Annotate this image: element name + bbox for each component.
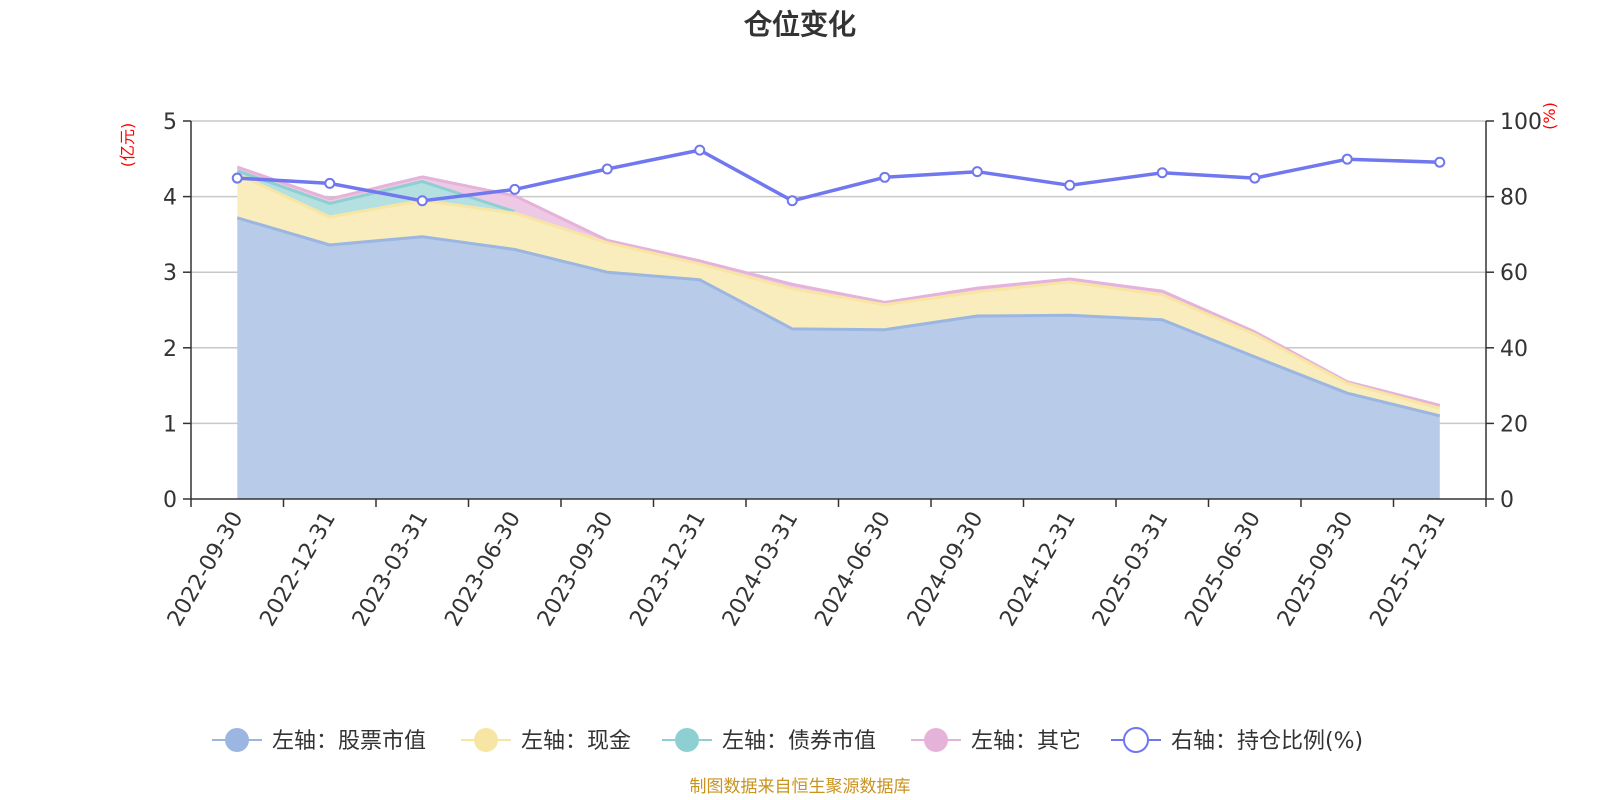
right-tick-label: 80 [1500, 186, 1528, 211]
chart-title: 仓位变化 [744, 8, 856, 41]
legend-marker-icon [1123, 727, 1149, 753]
legend-marker-icon [225, 728, 249, 752]
ratio-point [1156, 167, 1168, 179]
legend-item-other[interactable]: 左轴：其它 [911, 728, 1081, 754]
ratio-point [694, 144, 706, 156]
x-tick-label: 2024-06-30 [810, 508, 896, 631]
legend-label: 左轴：现金 [521, 729, 631, 754]
right-tick-label: 100 [1500, 110, 1542, 135]
x-tick-label: 2022-12-31 [255, 508, 341, 631]
left-tick-label: 5 [163, 110, 177, 135]
x-tick-label: 2024-03-31 [718, 508, 804, 631]
data-source-note: 制图数据来自恒生聚源数据库 [690, 777, 911, 797]
x-tick-label: 2023-12-31 [625, 508, 711, 631]
right-axis-ticks: 0 20 40 60 80 100 [1500, 110, 1542, 513]
left-axis-unit: (亿元) [118, 123, 137, 168]
ratio-point [324, 177, 336, 189]
x-axis-ticks: 2022-09-30 2022-12-31 2023-03-31 2023-06… [163, 508, 1451, 631]
stock-area [237, 217, 1440, 500]
right-tick-label: 0 [1500, 488, 1514, 513]
legend-label: 左轴：债券市值 [722, 729, 876, 754]
cash-line [236, 172, 1441, 410]
x-tick-label: 2025-03-31 [1088, 508, 1174, 631]
ratio-point [601, 163, 613, 175]
x-tick-label: 2025-09-30 [1273, 508, 1359, 631]
left-tick-label: 2 [163, 337, 177, 362]
ratio-point [971, 166, 983, 178]
left-tick-label: 3 [163, 261, 177, 286]
ratio-point [416, 195, 428, 207]
legend-item-ratio[interactable]: 右轴：持仓比例(%) [1111, 727, 1363, 754]
legend-label: 左轴：股票市值 [272, 729, 426, 754]
left-axis-ticks: 0 1 2 3 4 5 [163, 110, 177, 513]
x-tick-label: 2025-06-30 [1180, 508, 1266, 631]
x-tick-label: 2023-09-30 [533, 508, 619, 631]
legend-item-stock[interactable]: 左轴：股票市值 [212, 728, 426, 754]
left-tick-label: 1 [163, 412, 177, 437]
legend-item-bond[interactable]: 左轴：债券市值 [662, 728, 876, 754]
x-tick-label: 2025-12-31 [1365, 508, 1451, 631]
x-tick-label: 2024-12-31 [995, 508, 1081, 631]
holding-ratio-series [231, 144, 1446, 207]
legend-label: 右轴：持仓比例(%) [1171, 729, 1363, 754]
stock-line [236, 216, 1441, 418]
right-tick-label: 20 [1500, 412, 1528, 437]
ratio-point [1434, 156, 1446, 168]
ratio-line [237, 148, 1440, 203]
legend-label: 左轴：其它 [971, 729, 1081, 754]
legend-marker-icon [675, 728, 699, 752]
legend: 左轴：股票市值 左轴：现金 左轴：债券市值 左轴：其它 右轴：持仓比例(%) [212, 727, 1363, 754]
x-tick-label: 2023-06-30 [440, 508, 526, 631]
right-tick-label: 40 [1500, 337, 1528, 362]
ratio-point [1341, 153, 1353, 165]
legend-item-cash[interactable]: 左轴：现金 [461, 728, 631, 754]
right-axis-unit: (%) [1540, 102, 1559, 130]
other-line [236, 165, 1441, 407]
ratio-point [1249, 172, 1261, 184]
stacked-areas [236, 165, 1441, 500]
ratio-point [231, 172, 243, 184]
legend-marker-icon [474, 728, 498, 752]
x-tick-label: 2023-03-31 [348, 508, 434, 631]
axes [183, 120, 1494, 507]
cash-area [237, 173, 1440, 416]
x-tick-label: 2024-09-30 [903, 508, 989, 631]
right-tick-label: 60 [1500, 261, 1528, 286]
ratio-point [1064, 179, 1076, 191]
x-tick-label: 2022-09-30 [163, 508, 249, 631]
ratio-point [509, 183, 521, 195]
left-tick-label: 0 [163, 488, 177, 513]
ratio-point [786, 195, 798, 207]
left-tick-label: 4 [163, 186, 177, 211]
legend-marker-icon [924, 728, 948, 752]
ratio-point [879, 171, 891, 183]
